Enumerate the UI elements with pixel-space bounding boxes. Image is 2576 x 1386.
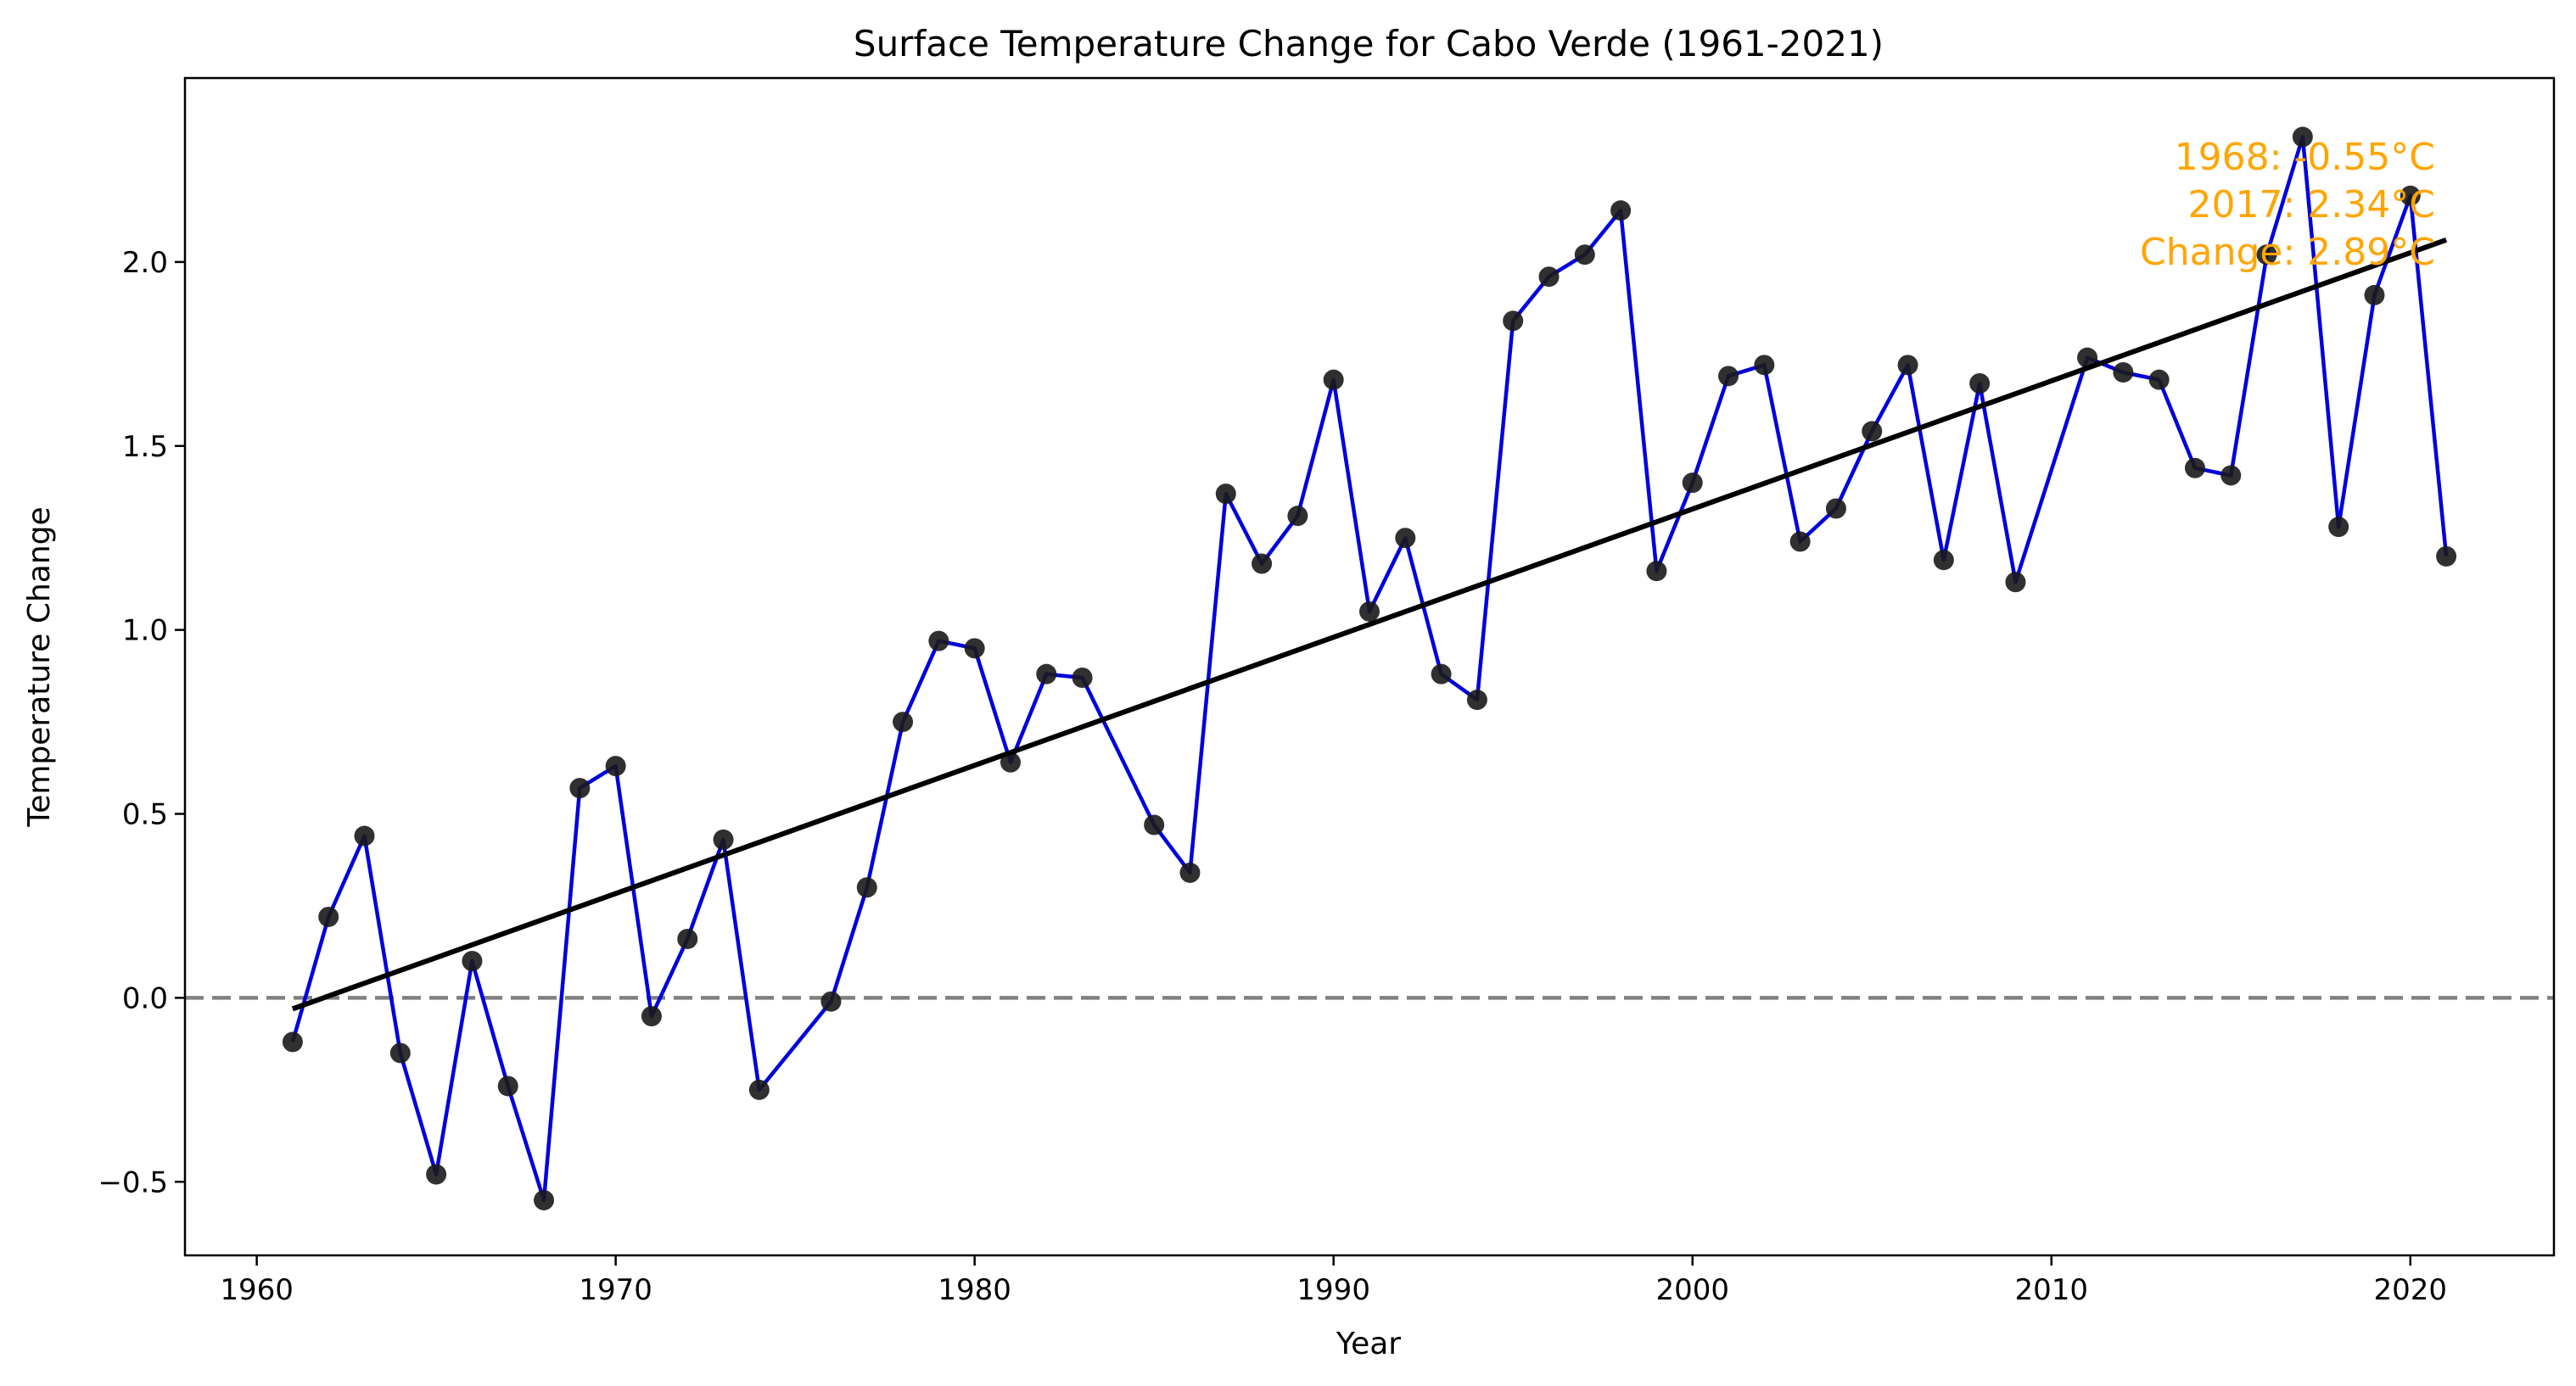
data-point [282, 1031, 303, 1053]
y-tick-label: 2.0 [122, 246, 168, 280]
data-point [1789, 531, 1811, 552]
data-point [2256, 244, 2277, 265]
data-point [1897, 355, 1918, 376]
data-point [2005, 572, 2026, 593]
chart-title: Surface Temperature Change for Cabo Verd… [854, 23, 1884, 64]
data-point [1179, 862, 1201, 883]
trend-line [291, 238, 2448, 1012]
data-point [426, 1164, 447, 1185]
data-point [1072, 668, 1093, 689]
x-tick-label: 2010 [2014, 1273, 2088, 1307]
data-point [856, 877, 877, 898]
x-tick-label: 1960 [220, 1273, 294, 1307]
data-point [893, 712, 914, 733]
data-point [2436, 545, 2457, 567]
y-axis-label: Temperature Change [22, 506, 57, 827]
data-point [569, 778, 591, 799]
y-tick-label: 1.5 [122, 430, 168, 464]
y-tick-label: 1.0 [122, 614, 168, 648]
data-point [1431, 663, 1452, 685]
annotation-line: Change: 2.89°C [2140, 231, 2435, 274]
stats-annotation: 1968: -0.55°C 2017: 2.34°C Change: 2.89°… [2140, 136, 2435, 274]
data-point [1466, 690, 1487, 711]
data-point [605, 756, 626, 777]
data-point [2184, 457, 2205, 478]
data-point [1754, 355, 1775, 376]
data-point [1036, 663, 1057, 685]
data-point [1359, 601, 1380, 622]
data-point [748, 1079, 770, 1100]
data-point [2220, 465, 2242, 486]
series-line [290, 135, 2449, 1203]
x-tick-label: 2000 [1655, 1273, 1729, 1307]
annotation-line: 2017: 2.34°C [2188, 183, 2435, 226]
x-axis-label: Year [1336, 1327, 1401, 1361]
data-point [2292, 126, 2313, 148]
data-point [2113, 362, 2134, 383]
data-point [1646, 561, 1667, 582]
data-point [462, 951, 483, 971]
data-point [497, 1076, 518, 1097]
data-point [1252, 553, 1273, 574]
data-point [2364, 284, 2385, 305]
data-point [1610, 200, 1632, 221]
data-point [354, 825, 375, 847]
data-point [534, 1189, 555, 1210]
data-point [641, 1006, 662, 1027]
x-tick-label: 1980 [938, 1273, 1011, 1307]
data-point [1323, 369, 1344, 390]
annotation-line: 1968: -0.55°C [2175, 136, 2435, 179]
x-tick-label: 1990 [1296, 1273, 1370, 1307]
y-tick-label: −0.5 [98, 1165, 168, 1199]
data-point [713, 829, 734, 850]
data-point [1933, 550, 1954, 571]
data-point [1718, 366, 1739, 387]
data-point [1538, 266, 1560, 288]
data-point [1503, 310, 1524, 332]
data-point [1144, 814, 1165, 836]
data-point [1969, 373, 1991, 394]
y-tick-label: 0.5 [122, 798, 168, 832]
data-point [964, 638, 985, 659]
data-point [1682, 472, 1703, 494]
x-tick-label: 1970 [579, 1273, 652, 1307]
data-point [1395, 528, 1416, 549]
data-point [2077, 347, 2098, 368]
axes-frame [183, 76, 2556, 1257]
data-point [2400, 185, 2421, 206]
data-point [1574, 244, 1595, 265]
data-point [1000, 752, 1021, 773]
data-point [820, 991, 842, 1012]
y-tick-label: 0.0 [122, 981, 168, 1015]
data-point [677, 928, 698, 949]
plot-area: 1960 1970 1980 1990 2000 2010 2020 −0.5 0.0 0.5 1.… [98, 76, 2556, 1307]
data-point [1862, 421, 1883, 442]
data-point [2328, 517, 2349, 538]
data-point [1287, 506, 1308, 527]
x-tick-label: 2020 [2374, 1273, 2448, 1307]
data-point [318, 906, 339, 927]
data-point [1215, 483, 1236, 505]
data-point [2148, 369, 2170, 390]
data-point [928, 630, 949, 651]
data-point [389, 1042, 411, 1064]
data-point [1825, 498, 1846, 519]
